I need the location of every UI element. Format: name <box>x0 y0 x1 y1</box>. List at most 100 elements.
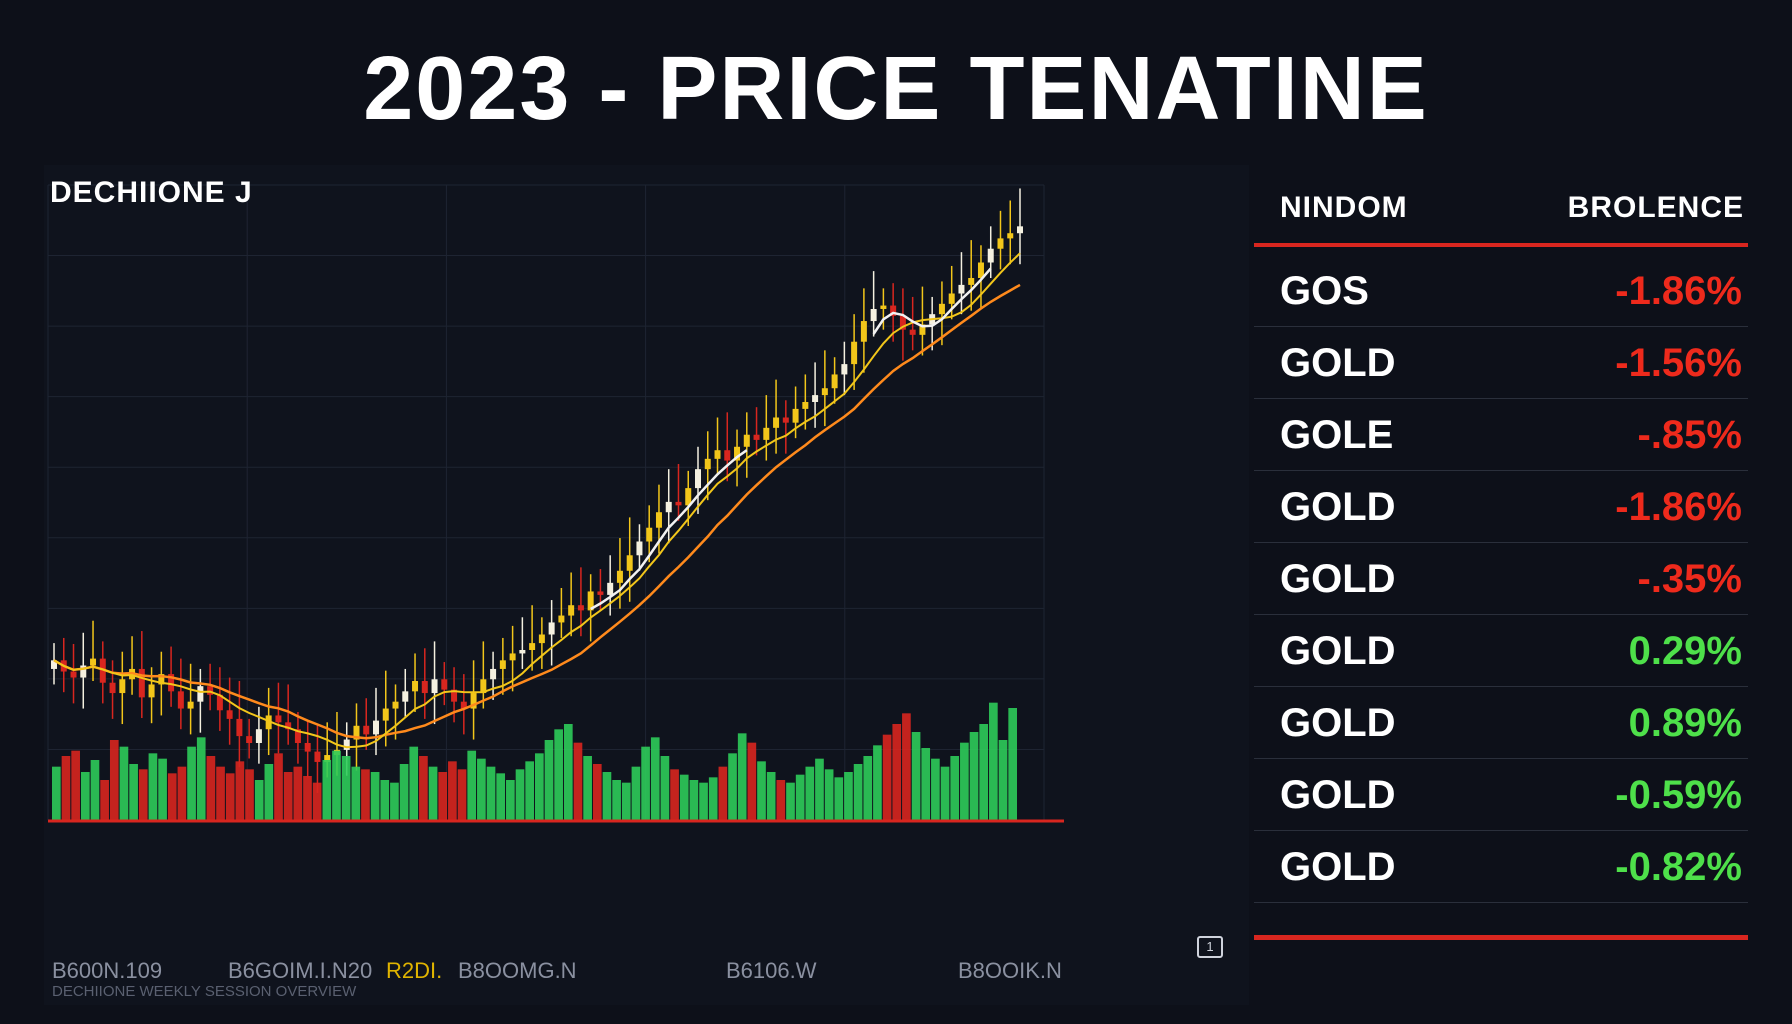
candle-body <box>968 278 975 285</box>
volume-bar <box>235 761 245 820</box>
candle-body <box>782 417 789 423</box>
table-row[interactable]: GOLD -0.59% <box>1254 759 1748 831</box>
volume-bar <box>216 766 225 820</box>
volume-bar <box>931 758 940 820</box>
candle-body <box>177 691 184 709</box>
candle-body <box>70 671 77 678</box>
volume-bar <box>621 782 631 820</box>
candle-body <box>626 555 633 571</box>
candle-body <box>802 402 809 409</box>
candle-body <box>343 739 350 750</box>
candle-body <box>753 434 760 440</box>
table-row[interactable]: GOLD -1.86% <box>1254 471 1748 543</box>
volume-bar <box>206 756 216 820</box>
footer-divider <box>1254 935 1748 940</box>
volume-bar <box>322 760 332 820</box>
volume-bar <box>535 753 544 820</box>
candle-body <box>577 605 584 611</box>
moving-average-line <box>53 283 1021 740</box>
candle-body <box>90 658 97 666</box>
table-row[interactable]: GOLD -0.82% <box>1254 831 1748 903</box>
table-row[interactable]: GOLD -1.56% <box>1254 327 1748 399</box>
instrument-name: GOLD <box>1280 485 1396 529</box>
change-value: -1.56% <box>1615 341 1742 385</box>
chart-panel[interactable] <box>44 165 1249 1005</box>
candle-body <box>548 622 555 635</box>
volume-bar <box>660 756 670 820</box>
volume-bar <box>245 769 254 820</box>
volume-bar <box>380 780 390 820</box>
page-title: 2023 - PRICE TENATINE <box>363 39 1429 139</box>
candle-body <box>587 591 594 611</box>
volume-bar <box>177 766 187 820</box>
volume-bar <box>90 760 100 820</box>
candle-body <box>812 395 819 402</box>
volume-bar <box>708 777 718 820</box>
candle-body <box>958 284 965 294</box>
candle-body <box>138 668 145 698</box>
candle-body <box>363 725 370 735</box>
candle-body <box>675 501 682 506</box>
volume-bar <box>109 740 119 820</box>
volume-bar <box>853 764 863 820</box>
change-value: -.85% <box>1637 413 1743 457</box>
candle-body <box>714 450 721 459</box>
volume-bar <box>71 750 80 820</box>
volume-bar <box>254 780 264 820</box>
candle-body <box>665 501 672 513</box>
candle-body <box>636 541 643 556</box>
volume-bar <box>506 780 515 820</box>
candle-body <box>909 329 916 335</box>
x-tick-label: B6GOIM.I.N20 <box>228 958 373 983</box>
table-row[interactable]: GOS -1.86% <box>1254 255 1748 327</box>
instrument-name: GOS <box>1280 269 1369 313</box>
volume-bar <box>438 772 448 820</box>
table-row[interactable]: GOLD 0.89% <box>1254 687 1748 759</box>
candle-body <box>412 681 419 692</box>
volume-bar <box>390 782 399 820</box>
volume-bar <box>776 780 786 820</box>
volume-bar <box>641 746 650 820</box>
volume-bar <box>419 756 428 820</box>
table-row[interactable]: GOLD -.35% <box>1254 543 1748 615</box>
volume-bar <box>921 748 931 820</box>
table-header-change[interactable]: BROLENCE <box>1567 191 1744 224</box>
volume-bar <box>679 774 689 820</box>
candle-body <box>314 751 321 762</box>
candle-body <box>509 653 516 661</box>
x-tick-label: B8OOIK.N <box>958 958 1062 983</box>
trend-line <box>872 267 992 335</box>
candle-body <box>285 722 292 730</box>
candle-body <box>80 665 87 678</box>
candle-body <box>216 694 223 711</box>
volume-bar <box>167 773 177 820</box>
volume-bar <box>786 782 795 820</box>
volume-bar <box>902 713 911 820</box>
candle-body <box>148 684 155 698</box>
chart-settings-icon[interactable]: 1 <box>1197 936 1223 958</box>
volume-bar <box>1008 708 1017 820</box>
price-chart[interactable] <box>44 165 1249 1005</box>
candle-body <box>938 303 945 315</box>
table-row[interactable]: GOLD 0.29% <box>1254 615 1748 687</box>
instrument-name: GOLD <box>1280 773 1396 817</box>
candle-body <box>255 729 262 743</box>
volume-bar <box>757 761 766 820</box>
volume-bar <box>361 769 370 820</box>
volume-bar <box>370 772 380 820</box>
volume-bar <box>670 769 679 820</box>
trend-line <box>590 449 748 611</box>
change-value: -0.82% <box>1615 845 1742 889</box>
table-row[interactable]: GOLE -.85% <box>1254 399 1748 471</box>
volume-bar <box>148 753 158 820</box>
candle-body <box>226 710 233 719</box>
volume-bar <box>960 742 969 820</box>
candle-body <box>538 634 545 644</box>
volume-bar <box>940 766 950 820</box>
candle-body <box>421 681 428 694</box>
volume-bar <box>274 753 283 820</box>
table-header-instrument[interactable]: NINDOM <box>1280 191 1408 224</box>
volume-bar <box>998 740 1008 820</box>
instrument-name: GOLD <box>1280 341 1396 385</box>
volume-bar <box>602 772 612 820</box>
